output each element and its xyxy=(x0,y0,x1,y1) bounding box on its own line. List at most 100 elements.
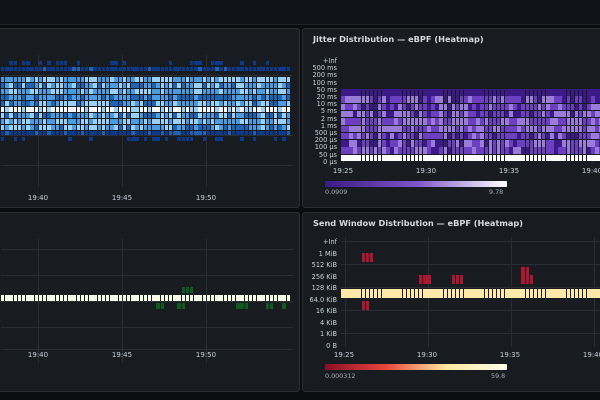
heatmap-cell xyxy=(1,67,5,71)
heatmap-cell xyxy=(169,295,173,301)
heatmap-cell xyxy=(206,119,211,124)
heatmap-cell xyxy=(269,295,274,301)
panel-title[interactable]: Jitter Distribution — eBPF (Heatmap) xyxy=(313,34,484,44)
heatmap-cell xyxy=(402,132,406,140)
heatmap-cell xyxy=(34,95,38,100)
heatmap-cell xyxy=(9,61,13,65)
heatmap-cell xyxy=(106,295,110,301)
heatmap-cell xyxy=(190,295,194,301)
heatmap-cell xyxy=(435,289,439,298)
heatmap-cell xyxy=(181,77,185,82)
heatmap-cell xyxy=(206,101,211,106)
heatmap-cell xyxy=(587,103,591,111)
heatmap-cell xyxy=(377,140,382,147)
heatmap-cell xyxy=(500,289,505,298)
heatmap-cell xyxy=(190,125,194,130)
heatmap-cell xyxy=(43,83,47,88)
heatmap-cell xyxy=(177,83,181,88)
heatmap-cell xyxy=(211,101,215,106)
heatmap-cell xyxy=(541,154,546,162)
heatmap-cell xyxy=(278,107,282,112)
heatmap-cell xyxy=(402,96,406,103)
heatmap-cell xyxy=(537,147,542,154)
heatmap-cell xyxy=(562,110,566,118)
heatmap-cell xyxy=(101,125,106,130)
heatmap-cell xyxy=(587,154,591,162)
panel-send-window-distribution[interactable]: Send Window Distribution — eBPF (Heatmap… xyxy=(302,212,600,392)
heatmap-cell xyxy=(558,154,562,162)
heatmap-cell xyxy=(431,110,435,118)
heatmap-cell xyxy=(418,289,423,298)
heatmap-cell xyxy=(93,77,97,82)
heatmap-cell xyxy=(377,125,382,133)
heatmap-cell xyxy=(398,125,402,133)
heatmap-cell xyxy=(525,289,529,298)
heatmap-cell xyxy=(286,295,290,301)
heatmap-cell xyxy=(533,132,538,140)
heatmap-cell xyxy=(443,289,447,298)
heatmap-cell xyxy=(135,295,139,301)
heatmap-cell xyxy=(435,154,439,162)
heatmap-cell xyxy=(5,101,9,106)
heatmap-cell xyxy=(261,77,265,82)
heatmap-cell xyxy=(570,89,575,96)
heatmap-cell xyxy=(68,83,72,88)
heatmap-cell xyxy=(427,96,431,103)
heatmap-cell xyxy=(30,107,34,112)
heatmap-cell xyxy=(93,295,97,301)
heatmap-cell xyxy=(110,83,114,88)
heatmap-cell xyxy=(26,61,30,65)
grid-line xyxy=(1,301,293,302)
heatmap-cell xyxy=(414,118,419,125)
heatmap-cell xyxy=(59,83,64,88)
panel-jitter-distribution[interactable]: Jitter Distribution — eBPF (Heatmap) +In… xyxy=(302,28,600,208)
heatmap-cell xyxy=(160,125,164,130)
heatmap-cell xyxy=(278,83,282,88)
heatmap-cell xyxy=(357,125,361,133)
heatmap-cell xyxy=(261,95,265,100)
heatmap-cell xyxy=(265,95,269,100)
heatmap-cell xyxy=(122,95,127,100)
heatmap-cell xyxy=(382,154,386,162)
heatmap-cell xyxy=(410,96,415,103)
heatmap-cell xyxy=(369,147,374,154)
heatmap-cell xyxy=(488,125,493,133)
heatmap-cell xyxy=(122,125,127,130)
heatmap-cell xyxy=(122,131,127,135)
panel-title[interactable]: Send Window Distribution — eBPF (Heatmap… xyxy=(313,218,524,228)
heatmap-cell xyxy=(357,140,361,147)
heatmap-cell xyxy=(43,67,47,71)
heatmap-cell xyxy=(114,89,118,94)
heatmap-cell xyxy=(418,154,423,162)
heatmap-cell xyxy=(431,89,435,96)
heatmap-cell xyxy=(253,95,257,100)
heatmap-cell xyxy=(365,140,370,147)
heatmap-cell xyxy=(211,95,215,100)
heatmap-cell xyxy=(219,101,223,106)
heatmap-cell xyxy=(257,89,261,94)
heatmap-cell xyxy=(406,89,411,96)
heatmap-cell xyxy=(13,113,17,118)
heatmap-cell xyxy=(402,289,406,298)
heatmap-cell xyxy=(22,89,26,94)
heatmap-cell xyxy=(394,154,398,162)
heatmap-cell xyxy=(177,113,181,118)
heatmap-cell xyxy=(447,96,452,103)
heatmap-cell xyxy=(574,147,579,154)
heatmap-cell xyxy=(451,154,456,162)
heatmap-cell xyxy=(110,95,114,100)
heatmap-cell xyxy=(492,154,497,162)
heatmap-cell xyxy=(5,125,9,130)
panel-bottom-left-heatmap: 19:40 19:45 19:50 xyxy=(0,212,300,392)
y-tick: 16 KiB xyxy=(315,307,337,315)
y-tick: 500 µs xyxy=(314,129,337,137)
heatmap-cell xyxy=(177,119,181,124)
heatmap-cell xyxy=(484,110,488,118)
heatmap-cell xyxy=(135,83,139,88)
heatmap-cell xyxy=(533,96,538,103)
heatmap-cell xyxy=(582,154,587,162)
heatmap-cell xyxy=(68,107,72,112)
heatmap-cell xyxy=(85,131,89,135)
heatmap-cell xyxy=(521,132,525,140)
heatmap-cell xyxy=(423,118,427,125)
